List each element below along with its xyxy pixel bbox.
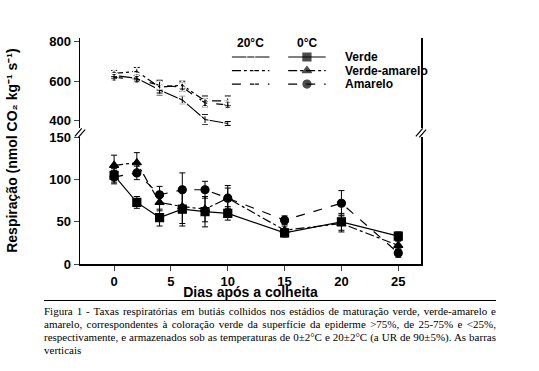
svg-text:25: 25 xyxy=(391,274,405,289)
svg-text:Verde-amarelo: Verde-amarelo xyxy=(345,64,428,78)
svg-text:10: 10 xyxy=(221,274,235,289)
svg-text:5: 5 xyxy=(167,274,174,289)
svg-text:150: 150 xyxy=(49,130,71,145)
svg-text:600: 600 xyxy=(49,74,71,89)
svg-text:100: 100 xyxy=(49,172,71,187)
svg-text:0: 0 xyxy=(110,274,117,289)
svg-text:20°C: 20°C xyxy=(237,36,264,50)
svg-text:20: 20 xyxy=(334,274,348,289)
svg-text:0: 0 xyxy=(64,257,71,272)
svg-text:Amarelo: Amarelo xyxy=(345,77,393,91)
svg-text:800: 800 xyxy=(49,34,71,49)
html-text:Figura 1 - Taxas respiratórias: Figura 1 - Taxas respiratórias em butiás… xyxy=(44,305,496,356)
svg-text:15: 15 xyxy=(277,274,291,289)
svg-text:400: 400 xyxy=(49,113,71,128)
svg-text:0°C: 0°C xyxy=(297,36,317,50)
svg-text:50: 50 xyxy=(56,214,70,229)
svg-text:Dias após a colheita: Dias após a colheita xyxy=(183,284,318,300)
svg-text:Respiração (nmol CO₂ kg⁻¹ s⁻¹): Respiração (nmol CO₂ kg⁻¹ s⁻¹) xyxy=(4,48,20,252)
svg-text:Verde: Verde xyxy=(345,50,378,64)
